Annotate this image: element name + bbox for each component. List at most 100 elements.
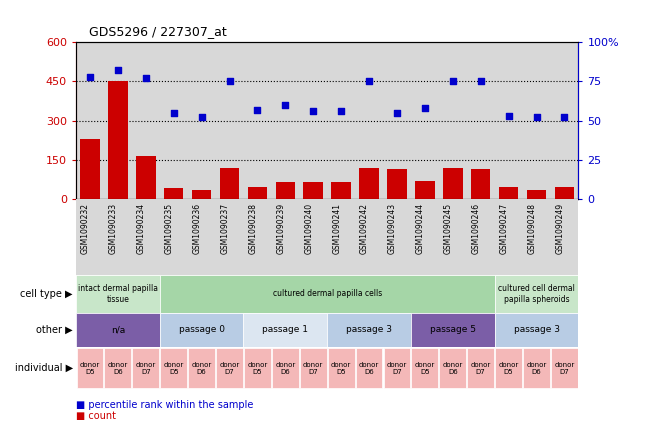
Text: donor
D5: donor D5	[163, 362, 184, 374]
Bar	[132, 348, 159, 388]
Bar	[164, 188, 184, 199]
Bar	[76, 275, 160, 313]
Text: donor
D7: donor D7	[387, 362, 407, 374]
Text: GSM1090242: GSM1090242	[360, 203, 369, 254]
Bar	[136, 156, 155, 199]
Text: GSM1090236: GSM1090236	[192, 203, 202, 254]
Text: donor
D6: donor D6	[108, 362, 128, 374]
Text: cultured dermal papilla cells: cultured dermal papilla cells	[272, 289, 382, 299]
Text: ■ count: ■ count	[76, 411, 116, 421]
Bar	[331, 182, 351, 199]
Bar	[499, 187, 518, 199]
Point	[336, 108, 346, 115]
Bar	[300, 348, 327, 388]
Bar	[471, 169, 490, 199]
Text: GSM1090244: GSM1090244	[416, 203, 425, 254]
Point	[112, 67, 123, 74]
Bar	[216, 348, 243, 388]
Text: GDS5296 / 227307_at: GDS5296 / 227307_at	[89, 25, 227, 38]
Bar	[192, 190, 212, 199]
Bar	[551, 348, 578, 388]
Point	[503, 113, 514, 119]
Bar	[77, 348, 103, 388]
Text: n/a: n/a	[111, 325, 125, 335]
Text: individual ▶: individual ▶	[15, 363, 73, 373]
Point	[141, 75, 151, 82]
Bar	[494, 275, 578, 313]
Point	[559, 114, 570, 121]
Text: donor
D7: donor D7	[471, 362, 491, 374]
Bar	[276, 182, 295, 199]
Bar	[327, 313, 411, 347]
Bar	[415, 181, 435, 199]
Text: GSM1090243: GSM1090243	[388, 203, 397, 254]
Text: GSM1090246: GSM1090246	[472, 203, 481, 254]
Text: cell type ▶: cell type ▶	[20, 289, 73, 299]
Point	[169, 109, 179, 116]
Bar	[527, 190, 546, 199]
Text: donor
D6: donor D6	[275, 362, 295, 374]
Bar	[387, 169, 407, 199]
Bar	[356, 348, 383, 388]
Text: passage 1: passage 1	[262, 325, 308, 335]
Point	[224, 78, 235, 85]
Text: passage 0: passage 0	[178, 325, 225, 335]
Bar	[555, 187, 574, 199]
Text: donor
D7: donor D7	[303, 362, 323, 374]
Text: donor
D6: donor D6	[359, 362, 379, 374]
Text: GSM1090245: GSM1090245	[444, 203, 453, 254]
Text: GSM1090241: GSM1090241	[332, 203, 341, 254]
Point	[280, 102, 291, 108]
Text: GSM1090235: GSM1090235	[165, 203, 174, 254]
Bar	[76, 199, 578, 275]
Text: GSM1090240: GSM1090240	[304, 203, 313, 254]
Bar	[248, 187, 267, 199]
Text: GSM1090249: GSM1090249	[555, 203, 564, 254]
Bar	[495, 348, 522, 388]
Point	[420, 104, 430, 111]
Text: donor
D5: donor D5	[80, 362, 100, 374]
Bar	[188, 348, 215, 388]
Bar	[467, 348, 494, 388]
Text: donor
D7: donor D7	[219, 362, 240, 374]
Text: donor
D7: donor D7	[136, 362, 156, 374]
Point	[308, 108, 319, 115]
Text: GSM1090247: GSM1090247	[500, 203, 508, 254]
Bar	[272, 348, 299, 388]
Text: donor
D6: donor D6	[192, 362, 212, 374]
Bar	[494, 313, 578, 347]
Point	[392, 109, 403, 116]
Text: ■ percentile rank within the sample: ■ percentile rank within the sample	[76, 400, 253, 410]
Bar	[104, 348, 132, 388]
Text: intact dermal papilla
tissue: intact dermal papilla tissue	[78, 284, 158, 304]
Bar	[328, 348, 354, 388]
Point	[447, 78, 458, 85]
Point	[85, 73, 95, 80]
Bar	[160, 313, 243, 347]
Bar	[244, 348, 271, 388]
Bar	[219, 168, 239, 199]
Text: donor
D5: donor D5	[331, 362, 351, 374]
Point	[364, 78, 374, 85]
Bar	[383, 348, 410, 388]
Bar	[243, 313, 327, 347]
Bar	[523, 348, 550, 388]
Text: GSM1090238: GSM1090238	[249, 203, 257, 254]
Text: GSM1090239: GSM1090239	[276, 203, 286, 254]
Text: GSM1090237: GSM1090237	[221, 203, 229, 254]
Bar	[412, 348, 438, 388]
Bar	[80, 139, 100, 199]
Text: passage 3: passage 3	[346, 325, 392, 335]
Text: donor
D5: donor D5	[498, 362, 519, 374]
Point	[252, 106, 262, 113]
Bar	[108, 81, 128, 199]
Bar	[443, 168, 463, 199]
Bar	[303, 182, 323, 199]
Bar	[161, 348, 187, 388]
Text: GSM1090233: GSM1090233	[109, 203, 118, 254]
Text: other ▶: other ▶	[36, 325, 73, 335]
Text: donor
D6: donor D6	[443, 362, 463, 374]
Point	[196, 114, 207, 121]
Text: passage 3: passage 3	[514, 325, 559, 335]
Bar	[360, 168, 379, 199]
